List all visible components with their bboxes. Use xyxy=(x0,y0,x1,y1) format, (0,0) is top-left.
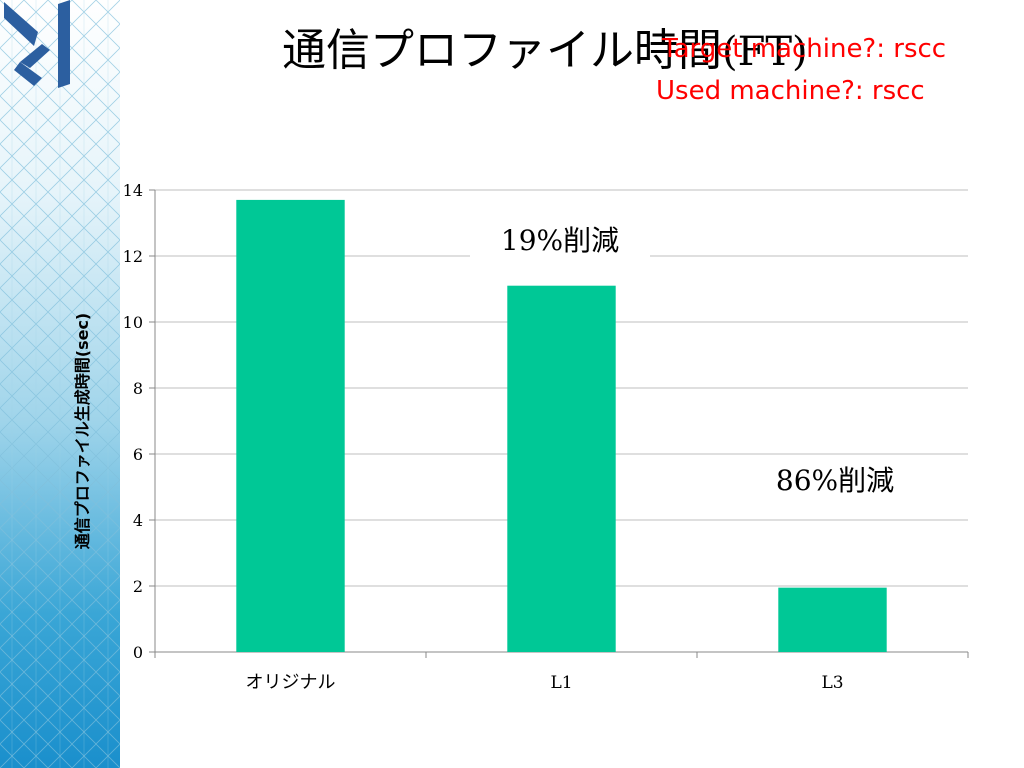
y-tick-label: 10 xyxy=(123,313,143,332)
y-tick-label: 4 xyxy=(133,511,143,530)
y-tick-label: 8 xyxy=(133,379,143,398)
y-tick-label: 6 xyxy=(133,445,143,464)
y-axis-label: 通信プロファイル生成時間(sec) xyxy=(73,313,92,550)
bar xyxy=(778,587,887,652)
title-main: 通信プロファイル時間 xyxy=(282,25,722,76)
annotation-label: 86%削減 xyxy=(776,464,894,497)
annotation-backing xyxy=(470,220,650,260)
y-tick-label: 14 xyxy=(123,181,143,200)
x-tick-label: L1 xyxy=(550,673,572,693)
y-tick-label: 2 xyxy=(133,577,143,596)
x-tick-label: オリジナル xyxy=(246,672,336,693)
diamond-pattern xyxy=(0,0,120,768)
target-machine-note: Target machine?: rscc xyxy=(662,34,947,64)
company-logo-icon xyxy=(4,0,70,88)
bar xyxy=(507,285,616,652)
y-tick-label: 12 xyxy=(123,247,143,266)
x-tick-label: L3 xyxy=(821,673,843,693)
bar xyxy=(236,199,345,652)
used-machine-note: Used machine?: rscc xyxy=(656,76,925,106)
y-tick-label: 0 xyxy=(133,643,143,662)
title-suffix: (FT) xyxy=(722,29,808,75)
slide-title: 通信プロファイル時間(FT) xyxy=(282,14,808,78)
sidebar-decoration xyxy=(0,0,120,768)
annotation-label: 19%削減 xyxy=(501,224,619,257)
annotation-backing xyxy=(750,460,920,500)
